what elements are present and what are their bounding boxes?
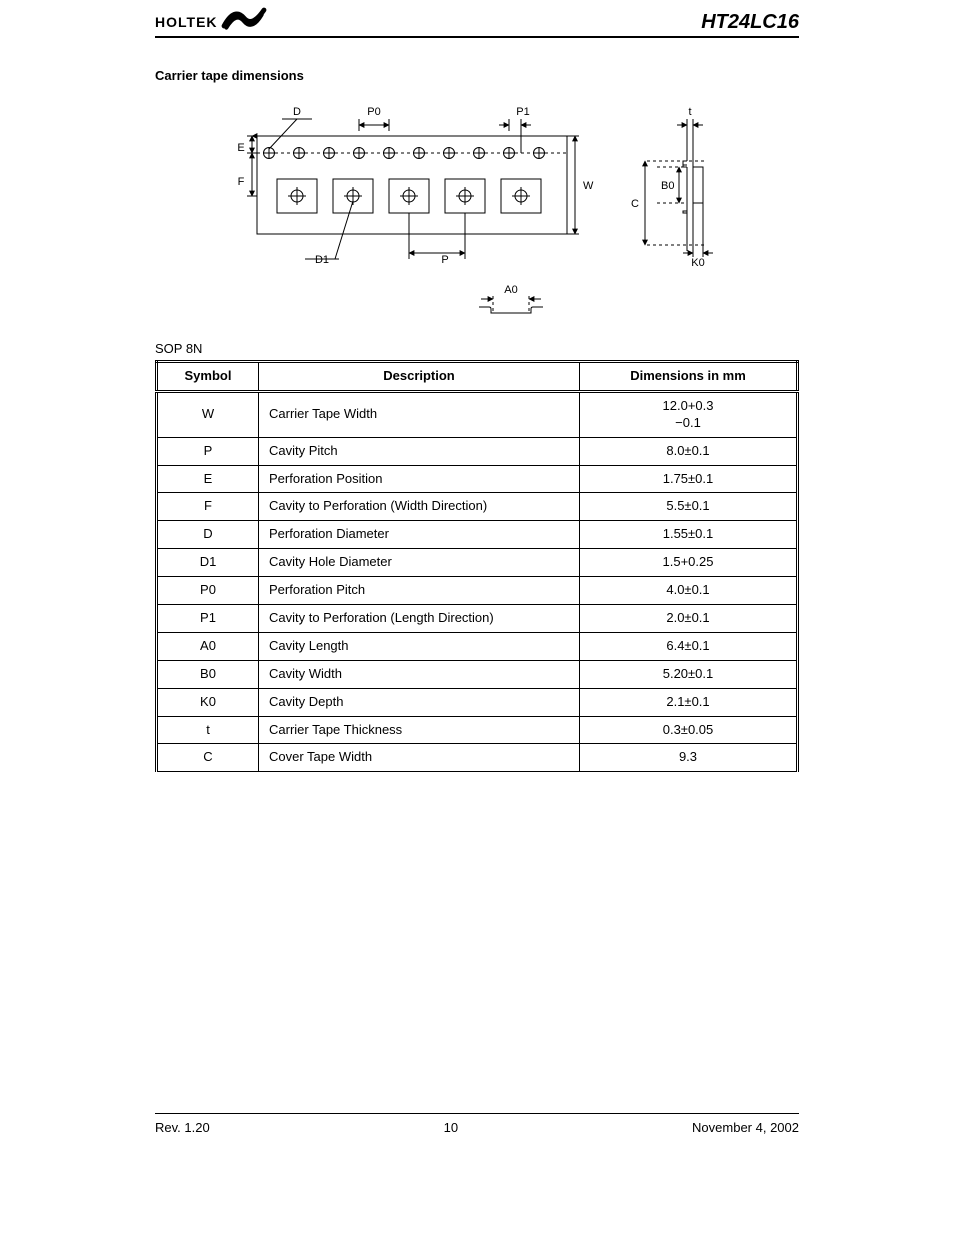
label-D: D — [293, 106, 301, 118]
a0-profile: A0 — [479, 284, 543, 313]
label-P1: P1 — [516, 106, 529, 118]
cell-symbol: F — [157, 493, 259, 521]
table-row: DPerforation Diameter1.55±0.1 — [157, 521, 798, 549]
table-row: K0Cavity Depth2.1±0.1 — [157, 688, 798, 716]
footer-date: November 4, 2002 — [692, 1120, 799, 1135]
cell-symbol: C — [157, 744, 259, 772]
label-F: F — [238, 176, 245, 188]
cell-dimension: 5.20±0.1 — [580, 660, 798, 688]
label-t: t — [688, 106, 691, 118]
diagram-svg: D P0 P1 E F W — [227, 101, 727, 331]
cell-symbol: E — [157, 465, 259, 493]
label-K0: K0 — [691, 257, 704, 269]
cell-description: Perforation Position — [259, 465, 580, 493]
table-row: D1Cavity Hole Diameter1.5+0.25 — [157, 549, 798, 577]
cell-dimension: 5.5±0.1 — [580, 493, 798, 521]
cell-description: Cavity Depth — [259, 688, 580, 716]
cell-description: Carrier Tape Width — [259, 391, 580, 437]
cell-symbol: P — [157, 437, 259, 465]
cell-description: Cover Tape Width — [259, 744, 580, 772]
label-P0: P0 — [367, 106, 380, 118]
cell-symbol: D — [157, 521, 259, 549]
table-row: P0Perforation Pitch4.0±0.1 — [157, 577, 798, 605]
page-header: HOLTEK HT24LC16 — [155, 0, 799, 38]
cell-description: Cavity Width — [259, 660, 580, 688]
cell-symbol: B0 — [157, 660, 259, 688]
cell-symbol: t — [157, 716, 259, 744]
cell-description: Cavity to Perforation (Width Direction) — [259, 493, 580, 521]
th-symbol: Symbol — [157, 362, 259, 392]
table-row: FCavity to Perforation (Width Direction)… — [157, 493, 798, 521]
cell-description: Cavity Hole Diameter — [259, 549, 580, 577]
label-E: E — [237, 142, 244, 154]
part-number: HT24LC16 — [701, 11, 799, 34]
side-view: t C — [631, 106, 713, 269]
th-dimensions: Dimensions in mm — [580, 362, 798, 392]
cell-symbol: K0 — [157, 688, 259, 716]
cell-description: Cavity Pitch — [259, 437, 580, 465]
label-B0: B0 — [661, 180, 674, 192]
table-row: A0Cavity Length6.4±0.1 — [157, 632, 798, 660]
table-row: CCover Tape Width9.3 — [157, 744, 798, 772]
label-D1: D1 — [315, 254, 329, 266]
cell-dimension: 8.0±0.1 — [580, 437, 798, 465]
section-title: Carrier tape dimensions — [155, 68, 799, 83]
cell-dimension: 4.0±0.1 — [580, 577, 798, 605]
cell-description: Cavity to Perforation (Length Direction) — [259, 605, 580, 633]
cell-dimension: 12.0+0.3−0.1 — [580, 391, 798, 437]
cell-description: Carrier Tape Thickness — [259, 716, 580, 744]
table-row: PCavity Pitch8.0±0.1 — [157, 437, 798, 465]
dimensions-table: Symbol Description Dimensions in mm WCar… — [155, 360, 799, 772]
footer-rev: Rev. 1.20 — [155, 1120, 210, 1135]
cell-dimension: 9.3 — [580, 744, 798, 772]
cell-dimension: 1.55±0.1 — [580, 521, 798, 549]
th-description: Description — [259, 362, 580, 392]
page-footer: Rev. 1.20 10 November 4, 2002 — [155, 1113, 799, 1135]
cell-dimension: 1.75±0.1 — [580, 465, 798, 493]
carrier-tape-diagram: D P0 P1 E F W — [155, 101, 799, 331]
cell-dimension: 2.0±0.1 — [580, 605, 798, 633]
cell-symbol: P0 — [157, 577, 259, 605]
cell-symbol: A0 — [157, 632, 259, 660]
cell-dimension: 6.4±0.1 — [580, 632, 798, 660]
holtek-logo: HOLTEK — [155, 10, 268, 34]
table-row: WCarrier Tape Width12.0+0.3−0.1 — [157, 391, 798, 437]
table-row: tCarrier Tape Thickness0.3±0.05 — [157, 716, 798, 744]
cell-symbol: W — [157, 391, 259, 437]
table-row: P1Cavity to Perforation (Length Directio… — [157, 605, 798, 633]
label-P: P — [441, 254, 448, 266]
datasheet-page: HOLTEK HT24LC16 Carrier tape dimensions — [0, 0, 954, 1235]
cell-dimension: 0.3±0.05 — [580, 716, 798, 744]
table-row: EPerforation Position1.75±0.1 — [157, 465, 798, 493]
cell-description: Cavity Length — [259, 632, 580, 660]
cell-dimension: 1.5+0.25 — [580, 549, 798, 577]
cell-description: Perforation Diameter — [259, 521, 580, 549]
holtek-swoosh-icon — [220, 2, 268, 34]
cell-symbol: D1 — [157, 549, 259, 577]
sop-label: SOP 8N — [155, 341, 799, 356]
table-header-row: Symbol Description Dimensions in mm — [157, 362, 798, 392]
cell-symbol: P1 — [157, 605, 259, 633]
table-row: B0Cavity Width5.20±0.1 — [157, 660, 798, 688]
footer-page: 10 — [444, 1120, 458, 1135]
cell-description: Perforation Pitch — [259, 577, 580, 605]
label-A0: A0 — [504, 284, 517, 296]
label-W: W — [583, 180, 594, 192]
cell-dimension: 2.1±0.1 — [580, 688, 798, 716]
label-C: C — [631, 198, 639, 210]
logo-text: HOLTEK — [155, 14, 218, 30]
